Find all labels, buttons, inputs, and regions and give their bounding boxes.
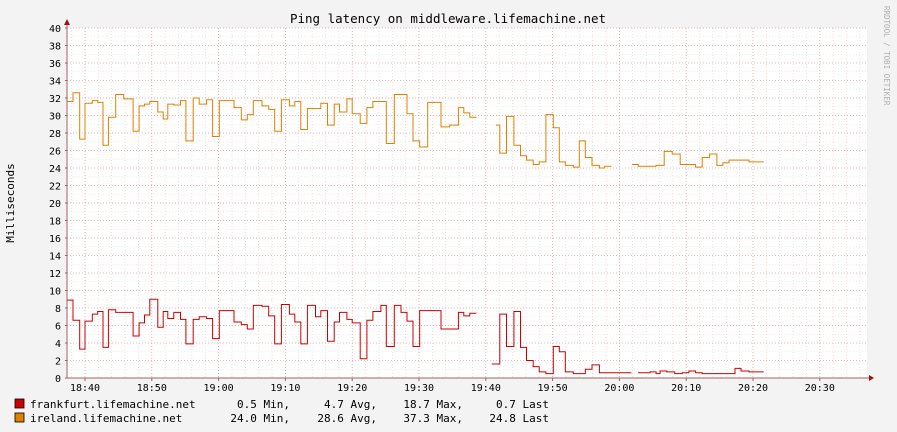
legend-name-frankfurt: frankfurt.lifemachine.net bbox=[30, 398, 196, 411]
legend-avg-ireland: 28.6 Avg, bbox=[317, 412, 377, 425]
legend-swatch-ireland bbox=[14, 412, 25, 423]
y-tick-label: 6 bbox=[55, 322, 61, 333]
y-tick-label: 2 bbox=[55, 357, 61, 368]
x-tick-label: 19:20 bbox=[337, 383, 367, 394]
x-tick-label: 20:00 bbox=[604, 383, 634, 394]
y-tick-label: 32 bbox=[49, 94, 61, 105]
x-tick-label: 19:00 bbox=[204, 383, 234, 394]
y-tick-label: 24 bbox=[49, 164, 61, 175]
x-tick-labels: 18:40 18:50 19:00 19:10 19:20 19:30 19:40 19:50… bbox=[70, 383, 835, 394]
y-tick-label: 26 bbox=[49, 147, 61, 158]
series-lines bbox=[66, 92, 764, 375]
legend-item-ireland: ireland.lifemachine.net 24.0 Min, 28.6 A… bbox=[14, 412, 549, 425]
y-tick-label: 18 bbox=[49, 217, 61, 228]
y-axis-arrow bbox=[64, 19, 70, 25]
y-tick-label: 8 bbox=[55, 304, 61, 315]
x-tick-label: 18:50 bbox=[137, 383, 167, 394]
y-tick-label: 36 bbox=[49, 59, 61, 70]
y-tick-label: 22 bbox=[49, 182, 61, 193]
x-tick-label: 20:10 bbox=[671, 383, 701, 394]
legend-swatch-frankfurt bbox=[14, 398, 25, 409]
y-tick-label: 34 bbox=[49, 77, 61, 88]
grid bbox=[67, 27, 867, 378]
legend-last-ireland: 24.8 Last bbox=[489, 412, 549, 425]
legend-avg-frankfurt: 4.7 Avg, bbox=[324, 398, 377, 411]
watermark: RRDTOOL / TOBI OETIKER bbox=[882, 6, 891, 106]
legend-max-ireland: 37.3 Max, bbox=[403, 412, 463, 425]
x-tick-label: 18:40 bbox=[70, 383, 100, 394]
chart-title: Ping latency on middleware.lifemachine.n… bbox=[290, 11, 606, 26]
legend-min-frankfurt: 0.5 Min, bbox=[237, 398, 290, 411]
series-line-frankfurt bbox=[66, 298, 764, 375]
x-tick-label: 20:20 bbox=[738, 383, 768, 394]
x-tick-label: 19:50 bbox=[538, 383, 568, 394]
y-tick-label: 38 bbox=[49, 42, 61, 53]
y-tick-label: 30 bbox=[49, 112, 61, 123]
legend-min-ireland: 24.0 Min, bbox=[230, 412, 290, 425]
x-tick-label: 20:30 bbox=[805, 383, 835, 394]
legend-name-ireland: ireland.lifemachine.net bbox=[30, 412, 182, 425]
y-tick-label: 14 bbox=[49, 252, 61, 263]
y-tick-label: 0 bbox=[55, 374, 61, 385]
series-line-ireland bbox=[66, 92, 764, 169]
legend-item-frankfurt: frankfurt.lifemachine.net 0.5 Min, 4.7 A… bbox=[14, 398, 549, 411]
y-tick-label: 20 bbox=[49, 199, 61, 210]
legend-max-frankfurt: 18.7 Max, bbox=[403, 398, 463, 411]
x-tick-label: 19:10 bbox=[270, 383, 300, 394]
y-axis-label: Milliseconds bbox=[4, 163, 17, 242]
y-tick-label: 10 bbox=[49, 287, 61, 298]
axes bbox=[64, 19, 874, 381]
y-tick-label: 40 bbox=[49, 24, 61, 35]
legend-last-frankfurt: 0.7 Last bbox=[496, 398, 549, 411]
y-tick-label: 12 bbox=[49, 269, 61, 280]
x-tick-label: 19:40 bbox=[471, 383, 501, 394]
x-tick-label: 19:30 bbox=[404, 383, 434, 394]
y-tick-label: 4 bbox=[55, 339, 61, 350]
y-tick-label: 28 bbox=[49, 129, 61, 140]
legend: frankfurt.lifemachine.net 0.5 Min, 4.7 A… bbox=[14, 398, 549, 425]
x-axis-arrow bbox=[869, 375, 874, 381]
y-tick-label: 16 bbox=[49, 234, 61, 245]
